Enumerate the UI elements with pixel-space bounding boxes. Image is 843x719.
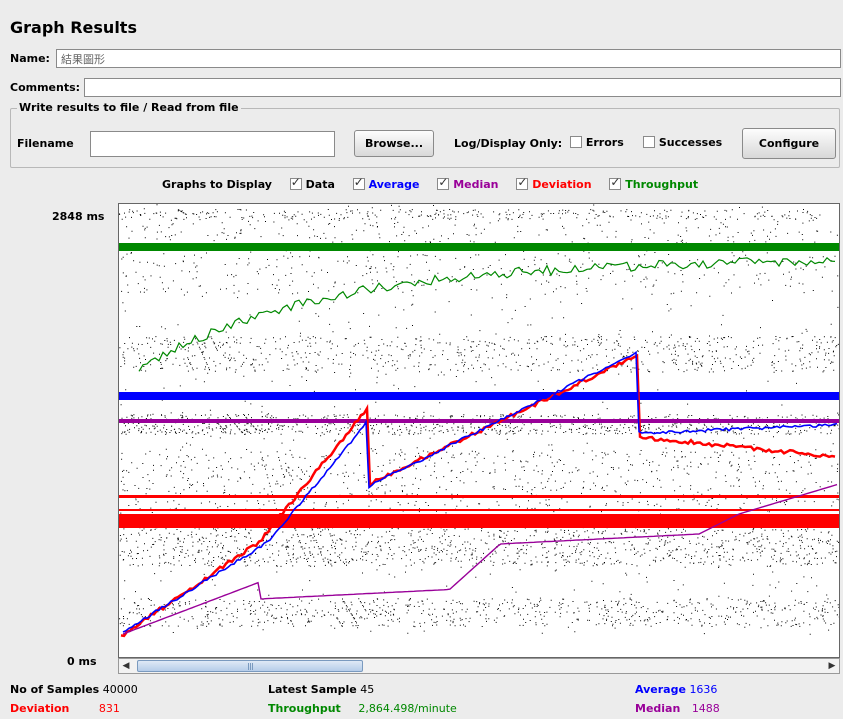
median-value: 1488 <box>691 702 720 715</box>
median-curve <box>122 483 838 635</box>
deviation-band-2 <box>119 509 839 511</box>
browse-button[interactable]: Browse... <box>354 130 434 157</box>
graph-scrollbar[interactable]: ◀ ▶ <box>118 658 840 674</box>
name-row: Name: 結果圖形 <box>10 49 842 70</box>
graph-lines <box>119 243 839 638</box>
name-label: Name: <box>10 52 50 65</box>
file-section: Write results to file / Read from file F… <box>10 101 840 168</box>
successes-checkbox[interactable]: Successes <box>643 136 722 149</box>
y-axis-min-value: 0 <box>67 655 75 668</box>
comments-row: Comments: <box>10 78 842 99</box>
throughput-option-label: Throughput <box>625 178 699 191</box>
throughput-value: 2,864.498/minute <box>358 702 457 715</box>
throughput-curve <box>138 256 836 372</box>
deviation-option[interactable]: Deviation <box>516 175 592 191</box>
median-option[interactable]: Median <box>437 175 499 191</box>
deviation-band-1 <box>119 495 839 498</box>
samples-value: 40000 <box>102 683 138 696</box>
filename-input[interactable] <box>90 131 335 157</box>
graphs-to-display-label: Graphs to Display <box>162 178 272 191</box>
errors-check-box[interactable] <box>570 136 582 148</box>
throughput-stat: Throughput 2,864.498/minute <box>268 702 457 715</box>
errors-checkbox[interactable]: Errors <box>570 136 624 149</box>
log-display-label: Log/Display Only: <box>454 137 563 150</box>
average-value: 1636 <box>689 683 718 696</box>
graphs-to-display: Graphs to Display Data Average Median De… <box>162 175 699 191</box>
deviation-stat: Deviation 831 <box>10 702 120 715</box>
graph-plot-area <box>118 203 840 658</box>
scroll-thumb[interactable] <box>137 660 363 672</box>
configure-button[interactable]: Configure <box>742 128 836 159</box>
y-axis-max-value: 2848 <box>52 210 83 223</box>
name-input[interactable]: 結果圖形 <box>56 49 841 68</box>
average-stat: Average 1636 <box>635 683 717 696</box>
average-option[interactable]: Average <box>352 175 420 191</box>
panel-title: Graph Results <box>10 18 137 37</box>
deviation-band-3 <box>119 514 839 528</box>
average-band <box>119 392 839 400</box>
latest-sample-value: 45 <box>360 683 375 696</box>
data-option[interactable]: Data <box>289 175 335 191</box>
latest-sample-label: Latest Sample <box>268 683 357 696</box>
y-axis-max-label: 2848 ms <box>52 210 104 223</box>
average-check-box[interactable] <box>352 175 365 190</box>
y-axis-min-label: 0 ms <box>67 655 97 668</box>
throughput-option[interactable]: Throughput <box>609 175 699 191</box>
scroll-left-arrow-icon[interactable]: ◀ <box>122 661 130 671</box>
successes-check-box[interactable] <box>643 136 655 148</box>
scroll-right-arrow-icon[interactable]: ▶ <box>828 661 836 671</box>
median-option-label: Median <box>453 178 499 191</box>
deviation-value: 831 <box>98 702 120 715</box>
samples-label: No of Samples <box>10 683 100 696</box>
throughput-check-box[interactable] <box>609 175 622 190</box>
data-option-label: Data <box>305 178 335 191</box>
samples-stat: No of Samples 40000 <box>10 683 138 696</box>
median-band <box>119 419 839 423</box>
deviation-option-label: Deviation <box>532 178 592 191</box>
y-axis-max-unit: ms <box>86 210 105 223</box>
median-check-box[interactable] <box>437 175 450 190</box>
throughput-band <box>119 243 839 251</box>
average-option-label: Average <box>368 178 420 191</box>
data-check-box[interactable] <box>289 175 302 190</box>
deviation-label: Deviation <box>10 702 70 715</box>
scroll-grip-icon <box>248 663 254 670</box>
median-stat: Median 1488 <box>635 702 720 715</box>
throughput-label: Throughput <box>268 702 341 715</box>
average-label: Average <box>635 683 686 696</box>
filename-label: Filename <box>17 137 74 150</box>
latest-sample-stat: Latest Sample 45 <box>268 683 374 696</box>
graph-canvas <box>119 204 839 638</box>
deviation-check-box[interactable] <box>516 175 529 190</box>
y-axis-min-unit: ms <box>78 655 97 668</box>
file-section-legend: Write results to file / Read from file <box>17 101 241 114</box>
average-curve <box>122 350 838 633</box>
successes-label: Successes <box>658 136 723 149</box>
comments-input[interactable] <box>84 78 841 97</box>
errors-label: Errors <box>585 136 624 149</box>
comments-label: Comments: <box>10 81 81 94</box>
median-label: Median <box>635 702 681 715</box>
